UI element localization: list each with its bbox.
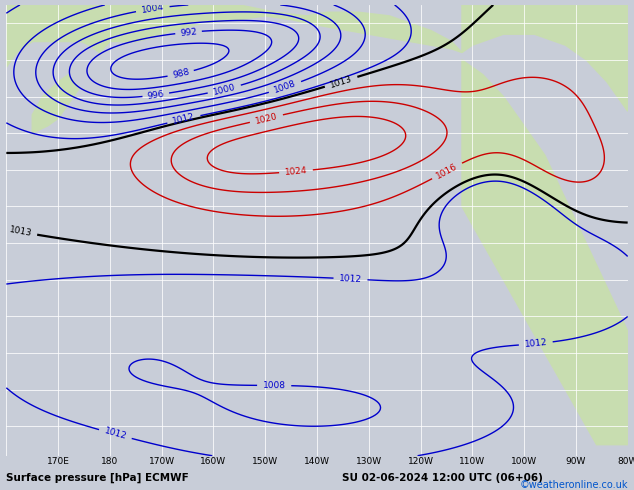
Text: 1013: 1013 (8, 225, 32, 238)
Text: 1012: 1012 (103, 427, 127, 441)
Polygon shape (32, 74, 79, 133)
Text: 1012: 1012 (172, 112, 196, 126)
Text: 1024: 1024 (284, 166, 307, 177)
Polygon shape (6, 5, 110, 67)
Text: 1008: 1008 (273, 79, 297, 96)
Text: 988: 988 (171, 67, 190, 80)
Text: 1000: 1000 (212, 82, 236, 97)
Polygon shape (503, 141, 566, 221)
Polygon shape (6, 5, 462, 52)
Text: Surface pressure [hPa] ECMWF: Surface pressure [hPa] ECMWF (6, 472, 189, 483)
Text: ©weatheronline.co.uk: ©weatheronline.co.uk (519, 480, 628, 490)
Text: 996: 996 (146, 89, 165, 100)
Polygon shape (462, 5, 628, 111)
Text: 1012: 1012 (524, 338, 548, 349)
Text: SU 02-06-2024 12:00 UTC (06+06): SU 02-06-2024 12:00 UTC (06+06) (342, 473, 543, 483)
Text: 1013: 1013 (329, 74, 353, 90)
Text: 1008: 1008 (262, 381, 286, 390)
Text: 1012: 1012 (339, 274, 362, 284)
Polygon shape (462, 60, 628, 445)
Text: 992: 992 (179, 27, 198, 38)
Text: 1020: 1020 (254, 112, 278, 125)
Text: 1016: 1016 (435, 161, 459, 180)
Text: 1004: 1004 (141, 2, 165, 15)
